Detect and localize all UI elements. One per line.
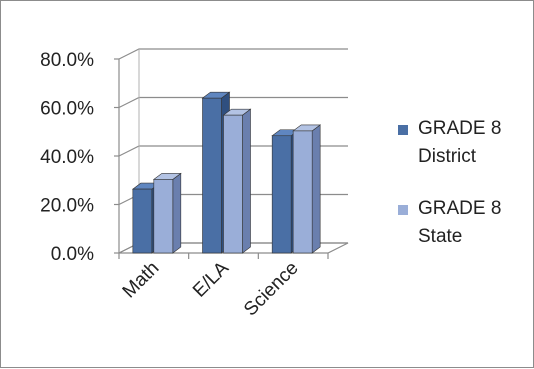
bar-side: [311, 124, 321, 254]
bar: [292, 130, 313, 254]
bar: [132, 188, 153, 254]
legend-label: District: [418, 146, 477, 167]
y-tick-label: 80.0%: [40, 50, 94, 71]
bar: [223, 114, 243, 254]
gridline: [118, 96, 348, 109]
gridline: [118, 48, 348, 60]
x-tick-label: Science: [240, 258, 303, 321]
bar: [153, 179, 174, 254]
x-tick-label: E/LA: [189, 257, 233, 301]
legend-label: State: [418, 226, 462, 247]
legend-label: GRADE 8: [418, 198, 501, 219]
x-tick-label: Math: [119, 258, 164, 303]
bar: [271, 135, 292, 254]
bar-side: [172, 172, 182, 254]
legend-swatch: [398, 125, 408, 135]
y-tick-label: 0.0%: [51, 244, 94, 265]
y-tick-label: 20.0%: [40, 196, 94, 217]
y-tick-label: 60.0%: [40, 99, 94, 120]
y-tick-label: 40.0%: [40, 147, 94, 168]
legend-label: GRADE 8: [418, 118, 501, 139]
bar: [202, 97, 222, 254]
legend-swatch: [398, 205, 408, 215]
bar-side: [242, 108, 251, 254]
